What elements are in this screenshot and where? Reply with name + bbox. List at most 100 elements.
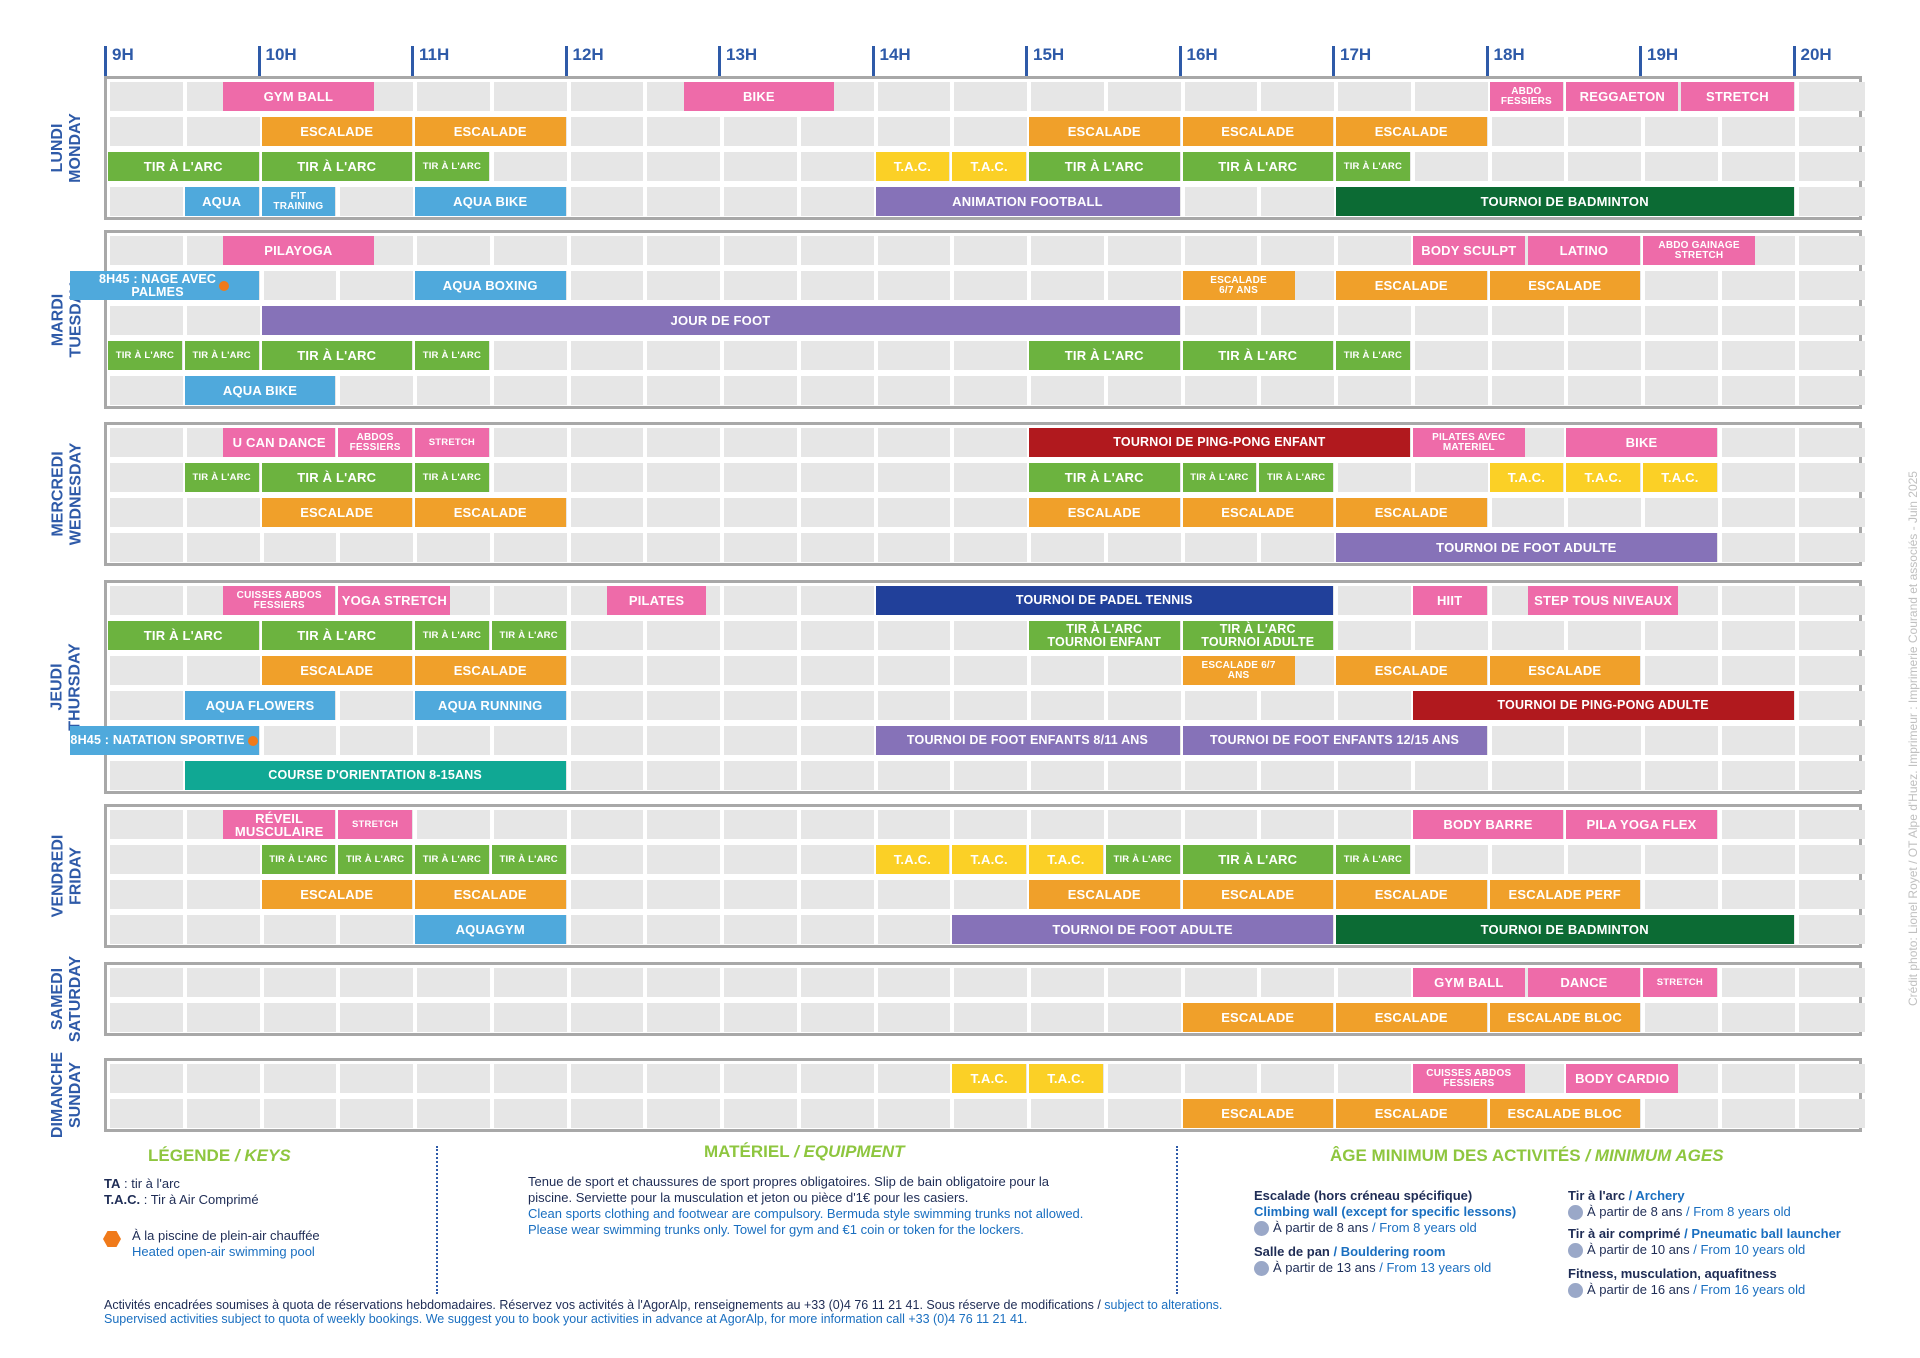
activity-slot[interactable]: TIR À L'ARC xyxy=(1182,341,1333,370)
activity-slot[interactable]: ABDO FESSIERS xyxy=(1489,82,1564,111)
activity-slot[interactable]: TIR À L'ARC xyxy=(108,152,259,181)
activity-slot[interactable]: STRETCH xyxy=(1643,968,1717,997)
activity-slot[interactable]: ESCALADE xyxy=(415,498,566,527)
activity-slot[interactable]: FIT TRAINING xyxy=(261,187,336,216)
activity-slot[interactable]: T.A.C. xyxy=(1643,463,1717,492)
activity-slot[interactable]: ESCALADE xyxy=(1029,498,1180,527)
activity-slot[interactable]: PILA YOGA FLEX xyxy=(1566,810,1717,839)
activity-slot[interactable]: ESCALADE xyxy=(1029,880,1180,909)
activity-slot[interactable]: LATINO xyxy=(1527,236,1640,265)
activity-slot[interactable]: ESCALADE xyxy=(261,117,412,146)
activity-slot[interactable]: TIR À L'ARC xyxy=(261,621,412,650)
activity-slot[interactable]: ESCALADE xyxy=(261,498,412,527)
activity-slot[interactable]: JOUR DE FOOT xyxy=(261,306,1180,335)
activity-slot[interactable]: ESCALADE xyxy=(1336,1003,1487,1032)
activity-slot[interactable]: STRETCH xyxy=(415,428,489,457)
activity-slot[interactable]: ESCALADE xyxy=(1029,117,1180,146)
activity-slot[interactable]: TIR À L'ARC xyxy=(108,341,182,370)
activity-slot[interactable]: ABDO GAINAGE STRETCH xyxy=(1643,236,1756,265)
activity-slot[interactable]: PILAYOGA xyxy=(223,236,374,265)
activity-slot[interactable]: T.A.C. xyxy=(952,152,1026,181)
activity-slot[interactable]: PILATES xyxy=(606,586,707,615)
activity-slot[interactable]: T.A.C. xyxy=(952,845,1026,874)
activity-slot[interactable]: TIR À L'ARC TOURNOI ADULTE xyxy=(1182,621,1333,650)
activity-slot[interactable]: COURSE D'ORIENTATION 8-15ANS xyxy=(184,761,566,790)
activity-slot[interactable]: U CAN DANCE xyxy=(223,428,336,457)
activity-slot[interactable]: AQUA BOXING xyxy=(415,271,566,300)
activity-slot[interactable]: PILATES AVEC MATERIEL xyxy=(1412,428,1525,457)
activity-slot[interactable]: ESCALADE xyxy=(1182,880,1333,909)
activity-slot[interactable]: TOURNOI DE FOOT ENFANTS 8/11 ANS xyxy=(875,726,1180,755)
activity-slot[interactable]: ESCALADE xyxy=(1336,880,1487,909)
activity-slot[interactable]: AQUA BIKE xyxy=(184,376,336,405)
activity-slot[interactable]: AQUA RUNNING xyxy=(415,691,566,720)
activity-slot[interactable]: T.A.C. xyxy=(875,152,950,181)
activity-slot[interactable]: ESCALADE xyxy=(1182,1003,1333,1032)
activity-slot[interactable]: CUISSES ABDOS FESSIERS xyxy=(223,586,336,615)
activity-slot[interactable]: YOGA STRETCH xyxy=(338,586,451,615)
activity-slot[interactable]: ESCALADE xyxy=(1336,117,1487,146)
activity-slot[interactable]: REGGAETON xyxy=(1566,82,1679,111)
activity-slot[interactable]: TIR À L'ARC xyxy=(415,621,489,650)
activity-slot[interactable]: ESCALADE xyxy=(1182,1099,1333,1128)
activity-slot[interactable]: TOURNOI DE FOOT ADULTE xyxy=(952,915,1333,944)
activity-slot[interactable]: ESCALADE xyxy=(415,656,566,685)
activity-slot[interactable]: ANIMATION FOOTBALL xyxy=(875,187,1180,216)
activity-slot[interactable]: TIR À L'ARC xyxy=(261,463,412,492)
activity-slot[interactable]: BODY BARRE xyxy=(1412,810,1564,839)
activity-slot[interactable]: T.A.C. xyxy=(1489,463,1564,492)
activity-slot[interactable]: T.A.C. xyxy=(1566,463,1640,492)
activity-slot[interactable]: GYM BALL xyxy=(1412,968,1525,997)
activity-slot[interactable]: ESCALADE xyxy=(1336,498,1487,527)
activity-slot[interactable]: ESCALADE xyxy=(1336,1099,1487,1128)
activity-slot[interactable]: ESCALADE BLOC xyxy=(1489,1099,1640,1128)
activity-slot[interactable]: TOURNOI DE BADMINTON xyxy=(1336,915,1794,944)
activity-slot[interactable]: TOURNOI DE FOOT ENFANTS 12/15 ANS xyxy=(1182,726,1487,755)
activity-slot[interactable]: TIR À L'ARC xyxy=(491,621,566,650)
activity-slot[interactable]: ESCALADE 6/7 ANS xyxy=(1182,656,1295,685)
activity-slot[interactable]: TIR À L'ARC xyxy=(261,845,336,874)
activity-slot[interactable]: DANCE xyxy=(1527,968,1640,997)
activity-slot[interactable]: TIR À L'ARC xyxy=(1182,152,1333,181)
activity-slot[interactable]: TIR À L'ARC xyxy=(108,621,259,650)
activity-slot[interactable]: TOURNOI DE PADEL TENNIS xyxy=(875,586,1333,615)
activity-slot[interactable]: ESCALADE 6/7 ANS xyxy=(1182,271,1295,300)
activity-slot[interactable]: TIR À L'ARC xyxy=(1336,152,1410,181)
activity-slot[interactable]: TIR À L'ARC xyxy=(1182,845,1333,874)
activity-slot[interactable]: T.A.C. xyxy=(1029,845,1103,874)
activity-slot[interactable]: BIKE xyxy=(1566,428,1717,457)
activity-slot[interactable]: TIR À L'ARC xyxy=(1182,463,1257,492)
activity-slot[interactable]: T.A.C. xyxy=(875,845,950,874)
activity-slot[interactable]: TOURNOI DE FOOT ADULTE xyxy=(1336,533,1717,562)
activity-slot[interactable]: TIR À L'ARC xyxy=(1029,463,1180,492)
activity-slot[interactable]: STEP TOUS NIVEAUX xyxy=(1527,586,1679,615)
activity-slot[interactable]: TOURNOI DE PING-PONG ENFANT xyxy=(1029,428,1410,457)
activity-slot[interactable]: BODY SCULPT xyxy=(1412,236,1525,265)
activity-slot[interactable]: ESCALADE xyxy=(1182,498,1333,527)
activity-slot[interactable]: TIR À L'ARC xyxy=(1336,845,1410,874)
activity-slot[interactable]: AQUA BIKE xyxy=(415,187,566,216)
activity-slot[interactable]: TIR À L'ARC TOURNOI ENFANT xyxy=(1029,621,1180,650)
activity-slot[interactable]: BODY CARDIO xyxy=(1566,1064,1679,1093)
activity-slot[interactable]: TIR À L'ARC xyxy=(415,152,489,181)
activity-slot[interactable]: TIR À L'ARC xyxy=(491,845,566,874)
activity-slot[interactable]: ESCALADE xyxy=(415,117,566,146)
activity-slot[interactable]: TOURNOI DE PING-PONG ADULTE xyxy=(1412,691,1794,720)
activity-slot[interactable]: TIR À L'ARC xyxy=(1105,845,1180,874)
activity-slot[interactable]: TIR À L'ARC xyxy=(1029,341,1180,370)
activity-slot[interactable]: TIR À L'ARC xyxy=(415,341,489,370)
activity-slot[interactable]: TIR À L'ARC xyxy=(415,463,489,492)
activity-slot[interactable]: TIR À L'ARC xyxy=(415,845,489,874)
activity-slot[interactable]: 8H45 : NATATION SPORTIVE xyxy=(69,726,259,755)
activity-slot[interactable]: ABDOS FESSIERS xyxy=(338,428,412,457)
activity-slot[interactable]: TIR À L'ARC xyxy=(261,341,412,370)
activity-slot[interactable]: BIKE xyxy=(683,82,835,111)
activity-slot[interactable]: TIR À L'ARC xyxy=(184,341,259,370)
activity-slot[interactable]: TIR À L'ARC xyxy=(1029,152,1180,181)
activity-slot[interactable]: T.A.C. xyxy=(1029,1064,1103,1093)
activity-slot[interactable]: AQUA FLOWERS xyxy=(184,691,336,720)
activity-slot[interactable]: AQUA xyxy=(184,187,259,216)
activity-slot[interactable]: ESCALADE xyxy=(1182,117,1333,146)
activity-slot[interactable]: ESCALADE xyxy=(1489,271,1640,300)
activity-slot[interactable]: TIR À L'ARC xyxy=(1336,341,1410,370)
